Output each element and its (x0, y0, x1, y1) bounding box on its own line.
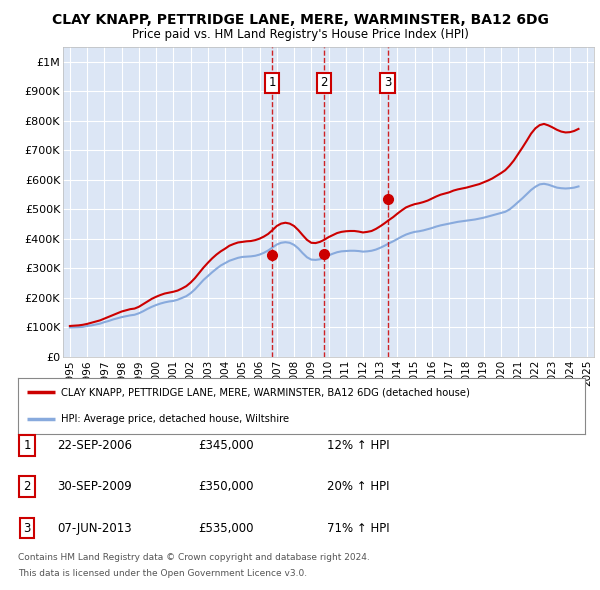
Text: 71% ↑ HPI: 71% ↑ HPI (327, 522, 389, 535)
Text: 2: 2 (23, 480, 31, 493)
Text: 2: 2 (320, 76, 328, 89)
Text: £535,000: £535,000 (198, 522, 254, 535)
Text: 07-JUN-2013: 07-JUN-2013 (57, 522, 131, 535)
Text: HPI: Average price, detached house, Wiltshire: HPI: Average price, detached house, Wilt… (61, 414, 289, 424)
Text: 20% ↑ HPI: 20% ↑ HPI (327, 480, 389, 493)
Text: 3: 3 (23, 522, 31, 535)
Text: CLAY KNAPP, PETTRIDGE LANE, MERE, WARMINSTER, BA12 6DG (detached house): CLAY KNAPP, PETTRIDGE LANE, MERE, WARMIN… (61, 387, 469, 397)
Text: 30-SEP-2009: 30-SEP-2009 (57, 480, 132, 493)
Text: Price paid vs. HM Land Registry's House Price Index (HPI): Price paid vs. HM Land Registry's House … (131, 28, 469, 41)
Text: 1: 1 (268, 76, 276, 89)
Text: 1: 1 (23, 439, 31, 452)
Text: £350,000: £350,000 (198, 480, 254, 493)
Text: 22-SEP-2006: 22-SEP-2006 (57, 439, 132, 452)
Text: 3: 3 (384, 76, 391, 89)
Text: This data is licensed under the Open Government Licence v3.0.: This data is licensed under the Open Gov… (18, 569, 307, 578)
Text: 12% ↑ HPI: 12% ↑ HPI (327, 439, 389, 452)
Text: Contains HM Land Registry data © Crown copyright and database right 2024.: Contains HM Land Registry data © Crown c… (18, 553, 370, 562)
Text: £345,000: £345,000 (198, 439, 254, 452)
Text: CLAY KNAPP, PETTRIDGE LANE, MERE, WARMINSTER, BA12 6DG: CLAY KNAPP, PETTRIDGE LANE, MERE, WARMIN… (52, 13, 548, 27)
